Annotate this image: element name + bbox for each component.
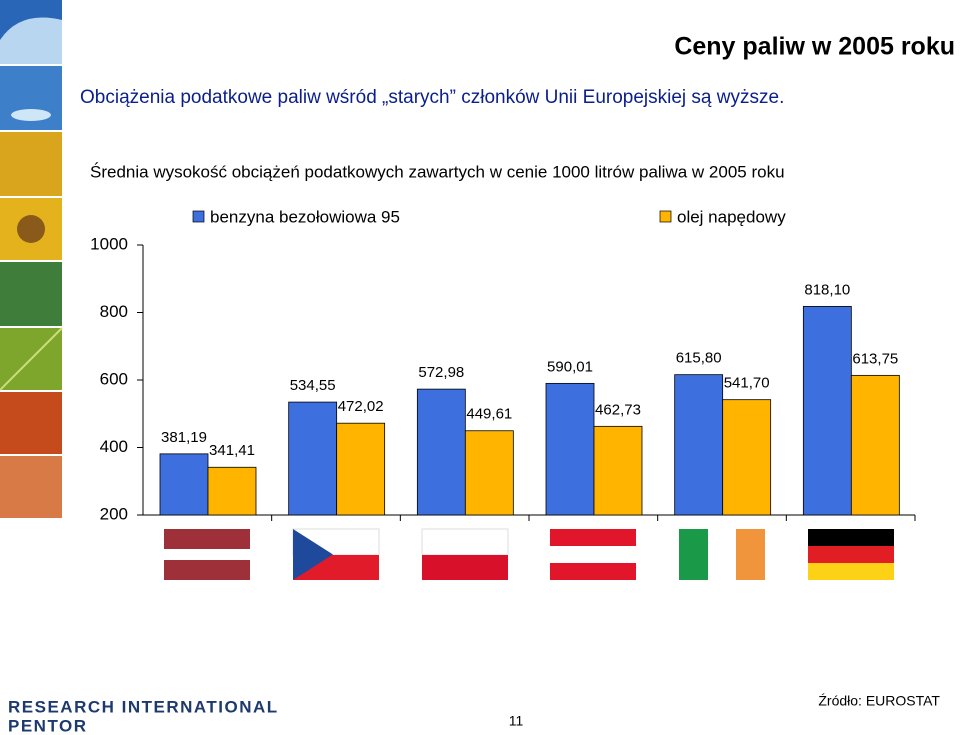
bar: [207, 466, 257, 516]
legend-label: olej napędowy: [677, 207, 786, 226]
value-label: 818,10: [804, 281, 850, 298]
bar: [545, 382, 595, 516]
bar: [288, 401, 338, 516]
bar: [416, 388, 466, 516]
logo-line: RESEARCH INTERNATIONAL: [8, 697, 279, 716]
y-tick-label: 600: [100, 369, 128, 388]
legend-swatch: [659, 210, 672, 223]
y-tick-label: 200: [100, 504, 128, 523]
legend-label: benzyna bezołowiowa 95: [210, 207, 400, 226]
slide-title: Ceny paliw w 2005 roku: [674, 33, 955, 61]
value-label: 341,41: [209, 442, 255, 459]
bar: [593, 425, 643, 516]
bar: [722, 399, 772, 516]
y-tick-label: 800: [100, 302, 128, 321]
slide-subtitle: Obciążenia podatkowe paliw wśród „staryc…: [80, 87, 784, 108]
photo-strip: [0, 0, 63, 518]
flags: [164, 528, 894, 580]
value-label: 615,80: [676, 350, 722, 367]
bar: [336, 422, 386, 516]
bar: [464, 430, 514, 516]
value-label: 534,55: [290, 377, 336, 394]
value-label: 613,75: [852, 350, 898, 367]
value-label: 381,19: [161, 429, 207, 446]
legend-swatch: [192, 210, 205, 223]
bar: [850, 374, 900, 516]
bar: [802, 305, 852, 516]
value-label: 462,73: [595, 401, 641, 418]
value-label: 472,02: [338, 398, 384, 415]
value-label: 449,61: [466, 406, 512, 423]
page-number: 11: [509, 713, 524, 729]
value-label: 590,01: [547, 358, 593, 375]
y-tick-label: 400: [100, 437, 128, 456]
value-label: 572,98: [418, 364, 464, 381]
value-label: 541,70: [724, 375, 770, 392]
source: Źródło: EUROSTAT: [818, 693, 940, 709]
chart-title: Średnia wysokość obciążeń podatkowych za…: [90, 162, 785, 181]
logo-line: PENTOR: [8, 716, 88, 735]
bar: [159, 453, 209, 516]
bar: [674, 374, 724, 516]
y-tick-label: 1000: [90, 234, 128, 253]
